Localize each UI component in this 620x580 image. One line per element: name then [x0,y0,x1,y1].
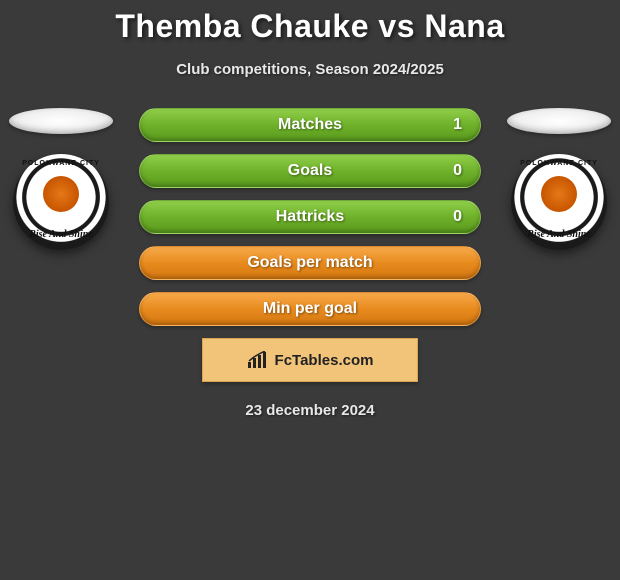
stat-bar-matches: Matches 1 [139,108,481,142]
stat-label: Hattricks [276,208,344,226]
player-left: POLOKWANE CITY [6,108,116,250]
club-badge-left: POLOKWANE CITY [13,154,109,250]
stat-value: 0 [453,208,462,226]
stat-label: Matches [278,116,342,134]
brand-box[interactable]: FcTables.com [202,338,418,382]
page-title: Themba Chauke vs Nana [0,8,620,45]
date-label: 23 december 2024 [0,402,620,419]
player-right: POLOKWANE CITY [504,108,614,250]
stat-label: Goals per match [247,254,372,272]
root: Themba Chauke vs Nana Club competitions,… [0,0,620,419]
club-badge-right: POLOKWANE CITY [511,154,607,250]
club-name-right: POLOKWANE CITY [511,160,607,167]
stat-label: Min per goal [263,300,357,318]
subtitle: Club competitions, Season 2024/2025 [0,61,620,78]
player-photo-right [507,108,611,134]
brand-label: FcTables.com [275,352,374,369]
main-area: POLOKWANE CITY POLOKWANE CITY Matches 1 … [0,108,620,419]
stat-label: Goals [288,162,332,180]
chart-icon [247,351,269,369]
player-photo-left [9,108,113,134]
club-name-left: POLOKWANE CITY [13,160,109,167]
stat-value: 0 [453,162,462,180]
stat-bars: Matches 1 Goals 0 Hattricks 0 Goals per … [139,108,481,326]
stat-bar-hattricks: Hattricks 0 [139,200,481,234]
stat-bar-min-per-goal: Min per goal [139,292,481,326]
stat-value: 1 [453,116,462,134]
stat-bar-goals-per-match: Goals per match [139,246,481,280]
stat-bar-goals: Goals 0 [139,154,481,188]
